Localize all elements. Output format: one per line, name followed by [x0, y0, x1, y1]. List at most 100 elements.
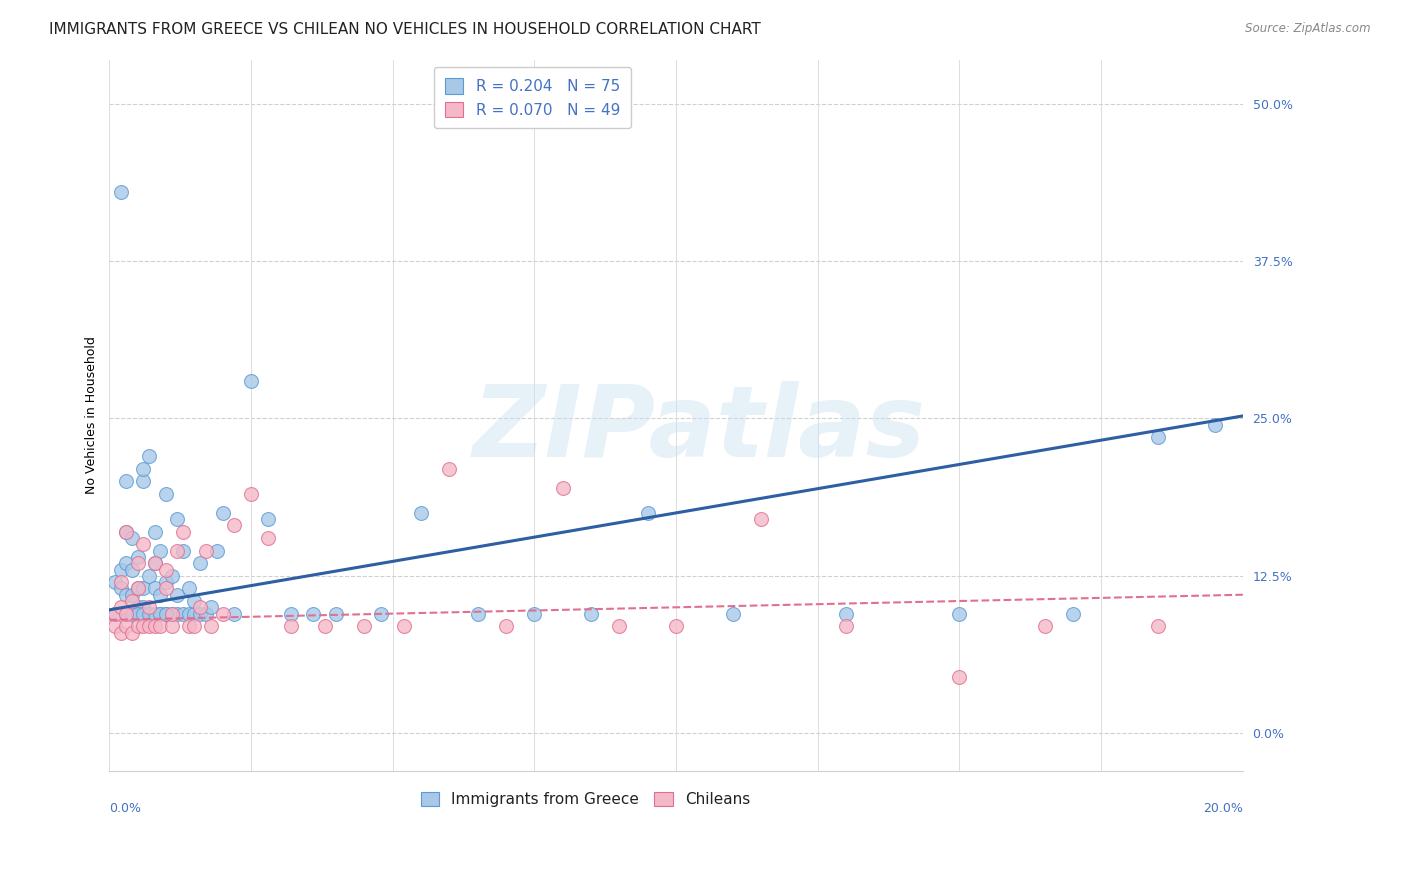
- Point: [240, 487, 263, 501]
- Point: [166, 543, 188, 558]
- Point: [127, 556, 149, 570]
- Point: [370, 607, 392, 621]
- Point: [127, 582, 149, 596]
- Point: [177, 607, 200, 621]
- Point: [1147, 430, 1170, 444]
- Point: [200, 619, 222, 633]
- Point: [110, 625, 132, 640]
- Text: ZIPatlas: ZIPatlas: [472, 381, 925, 478]
- Point: [353, 619, 375, 633]
- Point: [177, 619, 200, 633]
- Point: [127, 549, 149, 564]
- Point: [127, 582, 149, 596]
- Point: [160, 569, 183, 583]
- Point: [115, 475, 138, 489]
- Point: [222, 518, 245, 533]
- Point: [138, 607, 160, 621]
- Point: [314, 619, 336, 633]
- Point: [257, 512, 280, 526]
- Point: [121, 531, 143, 545]
- Point: [115, 524, 138, 539]
- Text: Source: ZipAtlas.com: Source: ZipAtlas.com: [1246, 22, 1371, 36]
- Point: [439, 462, 461, 476]
- Point: [240, 374, 263, 388]
- Point: [132, 582, 155, 596]
- Point: [115, 556, 138, 570]
- Point: [166, 607, 188, 621]
- Point: [138, 449, 160, 463]
- Point: [1062, 607, 1084, 621]
- Point: [132, 607, 155, 621]
- Point: [609, 619, 631, 633]
- Point: [110, 185, 132, 199]
- Point: [121, 607, 143, 621]
- Point: [205, 543, 228, 558]
- Point: [160, 607, 183, 621]
- Point: [835, 607, 858, 621]
- Point: [392, 619, 415, 633]
- Point: [1033, 619, 1056, 633]
- Point: [172, 543, 194, 558]
- Point: [222, 607, 245, 621]
- Point: [523, 607, 546, 621]
- Point: [183, 594, 205, 608]
- Point: [127, 607, 149, 621]
- Point: [138, 619, 160, 633]
- Point: [149, 607, 172, 621]
- Point: [127, 619, 149, 633]
- Y-axis label: No Vehicles in Household: No Vehicles in Household: [86, 336, 98, 494]
- Point: [155, 582, 177, 596]
- Point: [138, 569, 160, 583]
- Point: [280, 619, 302, 633]
- Point: [110, 575, 132, 590]
- Point: [172, 524, 194, 539]
- Point: [143, 582, 166, 596]
- Point: [579, 607, 602, 621]
- Point: [188, 600, 211, 615]
- Point: [110, 600, 132, 615]
- Point: [551, 481, 574, 495]
- Point: [948, 669, 970, 683]
- Point: [149, 588, 172, 602]
- Point: [325, 607, 347, 621]
- Point: [177, 582, 200, 596]
- Point: [127, 600, 149, 615]
- Text: 0.0%: 0.0%: [110, 802, 142, 814]
- Point: [200, 600, 222, 615]
- Point: [143, 556, 166, 570]
- Point: [104, 575, 127, 590]
- Point: [183, 619, 205, 633]
- Point: [132, 619, 155, 633]
- Point: [143, 556, 166, 570]
- Point: [166, 588, 188, 602]
- Point: [160, 619, 183, 633]
- Point: [411, 506, 433, 520]
- Point: [211, 506, 233, 520]
- Point: [115, 607, 138, 621]
- Point: [132, 462, 155, 476]
- Point: [155, 575, 177, 590]
- Point: [121, 594, 143, 608]
- Point: [1147, 619, 1170, 633]
- Point: [132, 600, 155, 615]
- Text: 20.0%: 20.0%: [1204, 802, 1243, 814]
- Point: [188, 607, 211, 621]
- Point: [104, 607, 127, 621]
- Point: [495, 619, 517, 633]
- Point: [194, 607, 217, 621]
- Point: [121, 625, 143, 640]
- Point: [665, 619, 688, 633]
- Point: [155, 607, 177, 621]
- Point: [104, 607, 127, 621]
- Point: [948, 607, 970, 621]
- Point: [155, 487, 177, 501]
- Point: [115, 524, 138, 539]
- Point: [637, 506, 659, 520]
- Point: [143, 524, 166, 539]
- Point: [110, 582, 132, 596]
- Point: [257, 531, 280, 545]
- Point: [127, 607, 149, 621]
- Point: [121, 563, 143, 577]
- Point: [166, 512, 188, 526]
- Point: [132, 475, 155, 489]
